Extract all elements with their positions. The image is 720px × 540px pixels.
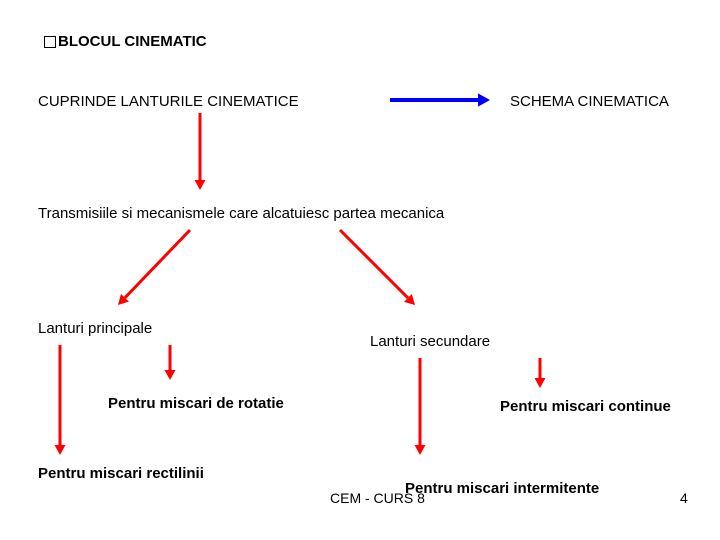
arrow-line-2	[125, 230, 190, 298]
arrow-head-1	[478, 93, 490, 106]
label-lanturi-principale: Lanturi principale	[38, 320, 152, 337]
arrow-line-3	[340, 230, 408, 298]
footer-right: 4	[680, 490, 688, 506]
page-title: BLOCUL CINEMATIC	[58, 33, 207, 50]
arrow-head-0	[195, 180, 206, 190]
arrow-head-6	[415, 445, 426, 455]
arrows-layer	[0, 0, 720, 540]
label-transmisii: Transmisiile si mecanismele care alcatui…	[38, 205, 444, 222]
label-lanturi-secundare: Lanturi secundare	[370, 333, 490, 350]
label-miscari-intermitente: Pentru miscari intermitente	[405, 480, 599, 497]
label-miscari-rectilinii: Pentru miscari rectilinii	[38, 465, 204, 482]
label-miscari-rotatie: Pentru miscari de rotatie	[108, 395, 284, 412]
label-cuprinde: CUPRINDE LANTURILE CINEMATICE	[38, 93, 299, 110]
arrow-head-7	[535, 378, 546, 388]
arrow-head-5	[165, 370, 176, 380]
arrow-head-2	[118, 294, 129, 305]
label-schema: SCHEMA CINEMATICA	[510, 93, 669, 110]
arrow-head-3	[404, 294, 415, 305]
footer-left: CEM - CURS 8	[330, 490, 425, 506]
bullet-square	[44, 36, 56, 48]
label-miscari-continue: Pentru miscari continue	[500, 398, 671, 415]
arrow-head-4	[55, 445, 66, 455]
